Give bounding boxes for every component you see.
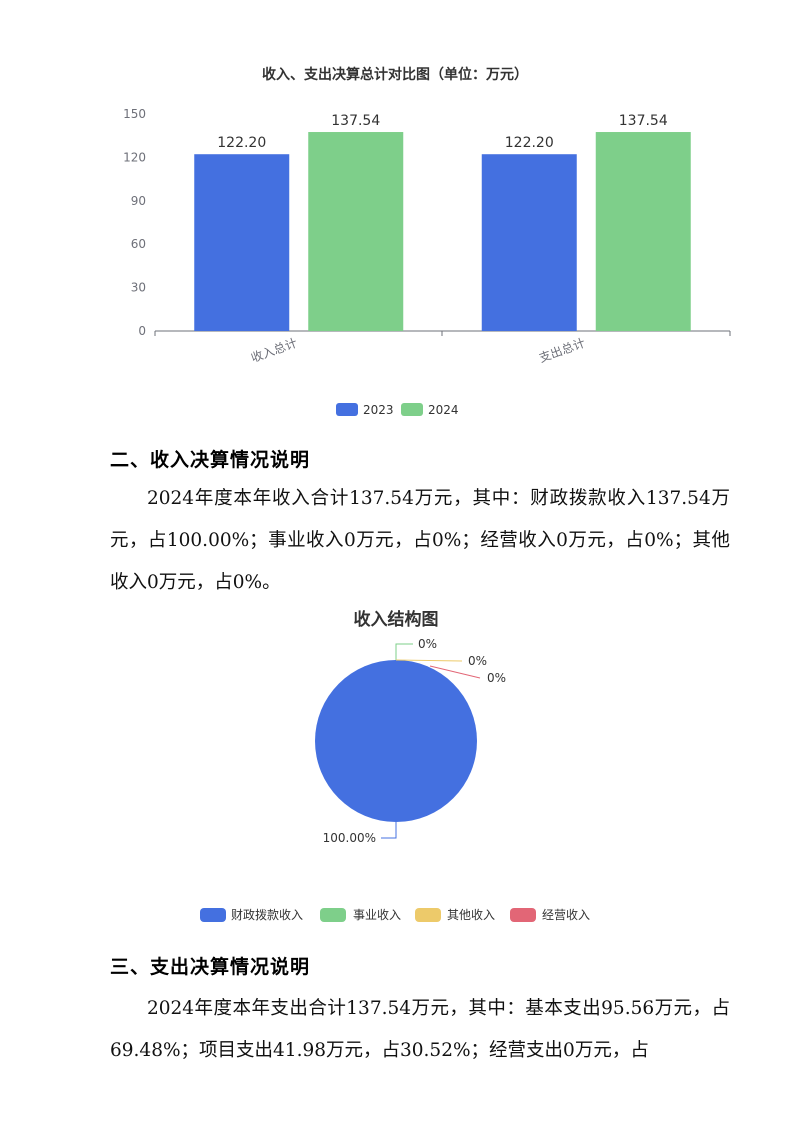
y-tick-label: 60 xyxy=(131,237,146,251)
x-tick-label: 支出总计 xyxy=(537,336,587,366)
legend-label-财政拨款收入[interactable]: 财政拨款收入 xyxy=(231,908,303,922)
bar-支出总计-2024[interactable] xyxy=(595,132,691,331)
bar-收入总计-2024[interactable] xyxy=(308,132,404,331)
bar-data-label: 122.20 xyxy=(217,135,266,151)
bar-chart: 收入、支出决算总计对比图（单位：万元） 0 30 60 90 120 150 122.20… xyxy=(123,66,731,417)
y-tick-label: 90 xyxy=(131,194,146,208)
pie-legend: 财政拨款收入 事业收入 其他收入 经营收入 xyxy=(200,908,590,922)
pie-label-经营收入: 0% xyxy=(487,671,506,685)
section3-heading: 三、支出决算情况说明 xyxy=(110,956,311,978)
legend-swatch-2023[interactable] xyxy=(336,403,358,416)
bar-data-label: 137.54 xyxy=(331,113,380,129)
legend-swatch-其他收入[interactable] xyxy=(415,908,441,922)
pie-chart-title: 收入结构图 xyxy=(354,609,439,630)
legend-label-2024[interactable]: 2024 xyxy=(428,403,459,417)
pie-label-财政拨款收入: 100.00% xyxy=(323,831,376,845)
legend-swatch-经营收入[interactable] xyxy=(510,908,536,922)
bar-data-label: 137.54 xyxy=(619,113,668,129)
label-line-其他收入 xyxy=(395,659,463,662)
legend-label-事业收入[interactable]: 事业收入 xyxy=(353,908,401,922)
legend-label-其他收入[interactable]: 其他收入 xyxy=(447,908,495,922)
pie-chart: 收入结构图 0% 0% 0% 100.00% 财政拨款收入 事业收入 其他收入 … xyxy=(200,609,590,922)
bar-收入总计-2023[interactable] xyxy=(194,154,290,331)
section3-paragraph: 2024年度本年支出合计137.54万元，其中：基本支出95.56万元，占69.… xyxy=(110,998,730,1061)
x-tick-label: 收入总计 xyxy=(249,336,299,366)
pie-label-事业收入: 0% xyxy=(418,637,437,651)
legend-label-2023[interactable]: 2023 xyxy=(363,403,394,417)
bar-支出总计-2023[interactable] xyxy=(481,154,577,331)
legend-swatch-2024[interactable] xyxy=(401,403,423,416)
y-tick-label: 150 xyxy=(123,107,146,121)
label-line-事业收入 xyxy=(395,643,413,660)
y-tick-label: 30 xyxy=(131,281,146,295)
bar-legend: 2023 2024 xyxy=(336,403,459,417)
legend-label-经营收入[interactable]: 经营收入 xyxy=(542,908,590,922)
legend-swatch-财政拨款收入[interactable] xyxy=(200,908,226,922)
section2-heading: 二、收入决算情况说明 xyxy=(110,449,311,471)
y-tick-label: 0 xyxy=(138,324,146,338)
pie-label-其他收入: 0% xyxy=(468,654,487,668)
y-tick-label: 120 xyxy=(123,150,146,164)
label-line-财政拨款收入 xyxy=(381,822,397,839)
section2-paragraph: 2024年度本年收入合计137.54万元，其中：财政拨款收入137.54万元，占… xyxy=(110,488,730,593)
bar-data-label: 122.20 xyxy=(505,135,554,151)
label-line-经营收入 xyxy=(429,665,481,679)
pie-slice-财政拨款收入[interactable] xyxy=(315,660,477,822)
bar-chart-title: 收入、支出决算总计对比图（单位：万元） xyxy=(262,66,528,83)
legend-swatch-事业收入[interactable] xyxy=(320,908,346,922)
